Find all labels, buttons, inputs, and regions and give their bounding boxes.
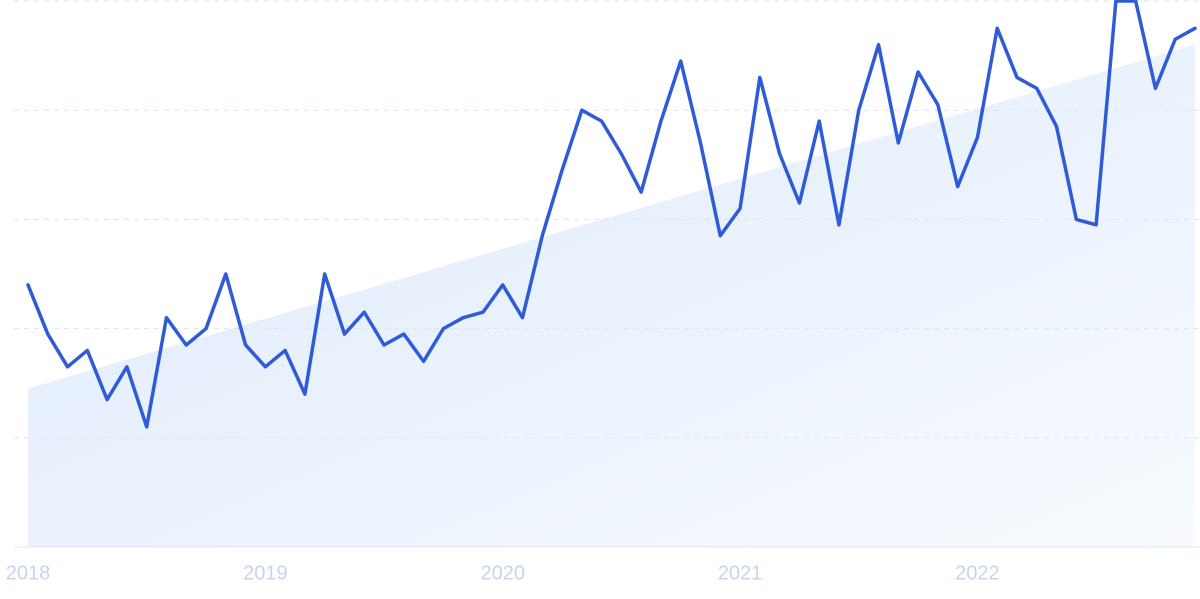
x-tick-label: 2019 — [243, 562, 288, 584]
x-tick-label: 2021 — [718, 562, 763, 584]
x-tick-label: 2020 — [480, 562, 525, 584]
trend-area — [28, 44, 1195, 548]
x-tick-label: 2022 — [955, 562, 1000, 584]
x-tick-label: 2018 — [6, 562, 51, 584]
trend-line — [26, 0, 1197, 429]
